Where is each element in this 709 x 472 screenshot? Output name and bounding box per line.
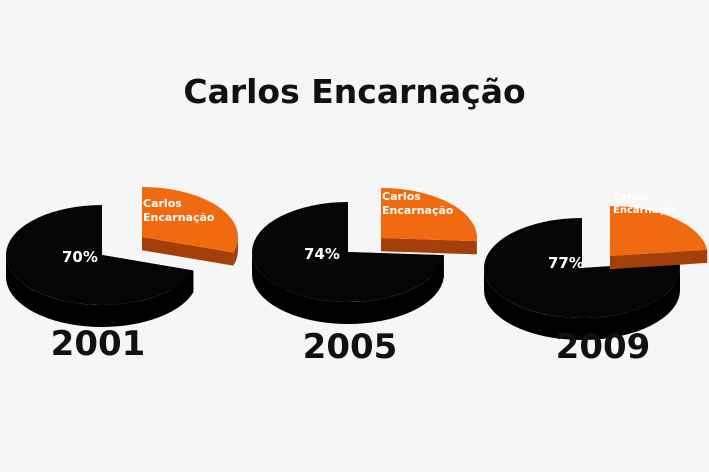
pie-slice-main-top <box>483 218 681 319</box>
pie-slice-label: Carlos Encarnação <box>613 192 678 216</box>
pie-slice-label: Carlos Encarnação <box>143 197 215 224</box>
pie-slice-main <box>252 202 444 325</box>
year-label: 2005 <box>303 327 398 367</box>
pie-slice-main-top <box>5 204 194 305</box>
pie-slice-carlos-top <box>142 187 238 253</box>
pie-slice-carlos-encarnacao <box>610 206 708 270</box>
pie-percent-label: 77% <box>548 254 584 272</box>
pie-slice-main-side <box>252 252 444 325</box>
pie-slice-main <box>483 218 681 340</box>
pie-slice-carlos-side <box>233 237 238 266</box>
pie-slice-carlos-wall <box>142 237 234 266</box>
pie-slice-main <box>5 204 194 328</box>
pie-slice-carlos-top <box>610 206 708 256</box>
pie-slice-carlos-encarnacao <box>142 187 238 266</box>
pie-slice-main-side <box>484 268 680 340</box>
pie-slice-main-side <box>6 255 194 328</box>
pie-percent-label: 70% <box>62 248 98 266</box>
pie-slice-label: Carlos Encarnação <box>382 190 454 217</box>
year-label: 2001 <box>51 324 146 364</box>
pie-slice-carlos-wall <box>610 249 708 270</box>
pie-slice-carlos-top <box>381 187 478 242</box>
year-label: 2009 <box>556 327 651 367</box>
pie-slice-main-top <box>252 202 444 302</box>
pie-chart-2005: Carlos Encarnação 74% 2005 <box>252 187 478 367</box>
page-title: Carlos Encarnação <box>183 72 526 111</box>
pie-slice-carlos-encarnacao <box>381 187 478 255</box>
pie-percent-label: 74% <box>304 245 340 263</box>
pie-slice-carlos-wall <box>381 238 477 255</box>
pie-chart-2009: Carlos Encarnação 77% 2009 <box>483 192 708 367</box>
pie-chart-2001: Carlos Encarnação 70% 2001 <box>5 187 238 364</box>
